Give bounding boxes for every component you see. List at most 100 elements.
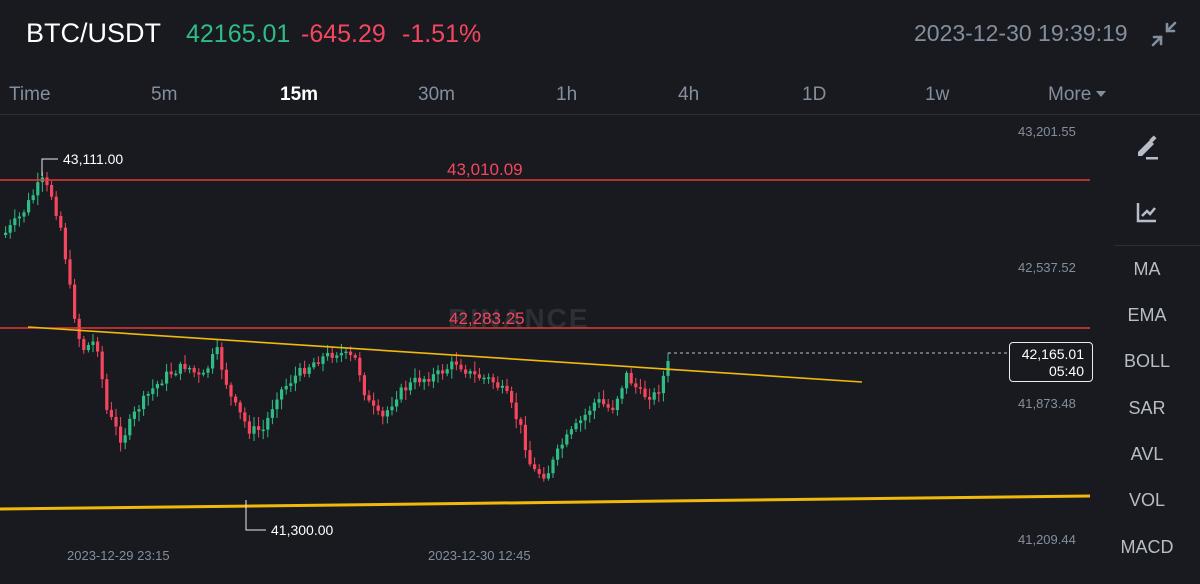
candle-body (188, 367, 192, 370)
x-axis-label: 2023-12-30 12:45 (428, 548, 531, 563)
low-marker-line (245, 500, 266, 531)
tab-more-label: More (1048, 84, 1092, 105)
candle-body (330, 352, 334, 358)
tab-15m[interactable]: 15m (280, 84, 319, 105)
candle-body (376, 405, 380, 411)
candle-body (8, 225, 12, 233)
lower-line-label: 42,283.25 (449, 309, 525, 328)
support-trendline[interactable] (0, 494, 1091, 511)
candle-body (123, 435, 127, 443)
candle-body (629, 372, 633, 384)
candle-body (155, 383, 159, 389)
candle-body (413, 377, 417, 383)
candle-body (50, 184, 54, 197)
candle-body (615, 398, 619, 411)
candle-body (565, 434, 569, 445)
tab-30m[interactable]: 30m (418, 84, 455, 105)
candle-body (569, 429, 573, 435)
candle-body (450, 361, 454, 370)
tab-more[interactable]: More (1048, 84, 1107, 106)
high-marker-line (41, 158, 58, 176)
candle-body (362, 375, 366, 396)
candle-body (528, 450, 532, 465)
candle-body (59, 215, 63, 228)
candle-body (73, 284, 77, 319)
candle-body (174, 373, 178, 376)
indicator-sar[interactable]: SAR (1128, 398, 1166, 418)
candle-body (275, 399, 279, 410)
candle-body (381, 410, 385, 417)
candle-body (280, 389, 284, 400)
candle-body (546, 473, 550, 479)
candle-body (247, 421, 251, 434)
candle-body (560, 444, 564, 449)
candle-body (289, 383, 293, 386)
candle-body (220, 347, 224, 370)
candle-body (151, 388, 155, 394)
candle-body (404, 387, 408, 391)
toolbar-divider (1115, 245, 1200, 246)
candle-body (592, 402, 596, 411)
candle-body (326, 352, 330, 357)
candle-body (68, 259, 72, 285)
candle-body (243, 412, 247, 422)
chart-indicator-icon[interactable] (1132, 197, 1162, 227)
collapse-arrows-icon[interactable] (1148, 18, 1180, 50)
tab-time[interactable]: Time (9, 84, 51, 105)
tab-1w[interactable]: 1w (925, 84, 950, 105)
candle-body (197, 372, 201, 375)
tab-1h[interactable]: 1h (556, 84, 578, 105)
candle-body (445, 369, 449, 374)
candle-body (523, 424, 527, 451)
candle-body (441, 370, 445, 374)
candle-body (625, 372, 629, 389)
indicator-vol[interactable]: VOL (1128, 490, 1166, 510)
candle-body (496, 382, 500, 388)
candle-body (165, 371, 169, 384)
candle-body (505, 385, 509, 391)
candle-body (63, 227, 67, 260)
candlestick-chart[interactable] (0, 0, 1110, 584)
candle-body (86, 344, 90, 351)
indicator-avl[interactable]: AVL (1130, 444, 1164, 464)
candle-body (436, 370, 440, 375)
candle-body (119, 426, 123, 443)
candle-body (335, 355, 339, 358)
candle-body (487, 377, 491, 379)
tab-5m[interactable]: 5m (151, 84, 178, 105)
tab-4h[interactable]: 4h (678, 84, 700, 105)
candle-body (234, 396, 238, 403)
header-divider (0, 114, 1200, 115)
candle-body (510, 390, 514, 403)
candle-body (349, 351, 353, 356)
candle-body (45, 177, 49, 185)
indicator-boll[interactable]: BOLL (1123, 351, 1171, 371)
tab-1d[interactable]: 1D (802, 84, 827, 105)
indicator-ma[interactable]: MA (1133, 259, 1161, 279)
pencil-draw-icon[interactable] (1132, 132, 1162, 162)
candle-body (261, 429, 265, 432)
indicator-ema[interactable]: EMA (1127, 305, 1167, 325)
candle-body (620, 388, 624, 399)
upper-line-label: 43,010.09 (447, 160, 523, 179)
candle-body (82, 339, 86, 351)
candle-body (390, 406, 394, 411)
candle-body (224, 369, 228, 385)
candle-body (542, 473, 546, 479)
candle-body (657, 392, 661, 394)
descending-trendline[interactable] (27, 326, 863, 383)
price-change: -645.29 (301, 20, 386, 48)
last-price-tag: 42,165.01 05:40 (1009, 342, 1093, 382)
candle-body (537, 469, 541, 474)
candle-body (643, 388, 647, 398)
candle-body (418, 377, 422, 383)
y-axis-label: 43,201.55 (1018, 124, 1076, 139)
candle-body (229, 384, 233, 397)
indicator-macd[interactable]: MACD (1120, 537, 1174, 557)
trading-pair[interactable]: BTC/USDT (26, 18, 161, 48)
candle-body (303, 367, 307, 374)
candle-body (206, 368, 210, 373)
high-price-label: 43,111.00 (63, 151, 124, 167)
candle-body (109, 409, 113, 417)
candle-body (192, 367, 196, 373)
